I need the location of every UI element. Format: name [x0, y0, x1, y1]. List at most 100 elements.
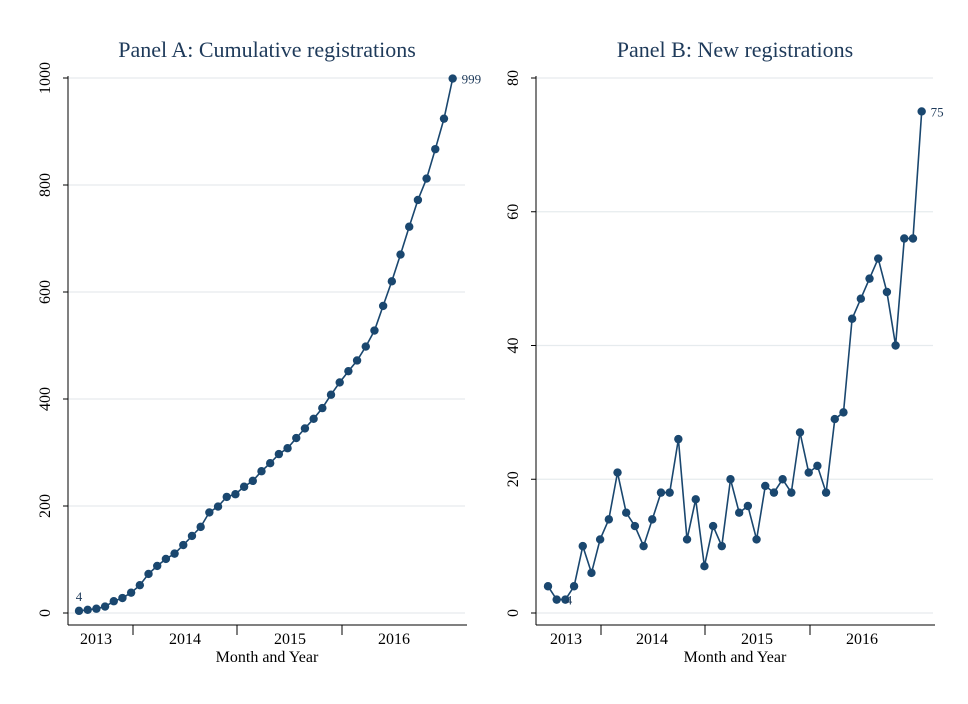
series-line — [547, 111, 923, 601]
data-point — [335, 378, 344, 387]
data-point — [691, 495, 700, 504]
data-point — [847, 314, 857, 323]
y-tick-label: 800 — [37, 173, 54, 197]
data-point — [74, 606, 84, 616]
data-point — [882, 287, 892, 297]
x-tick-label: 2016 — [846, 631, 878, 648]
series-line — [78, 78, 454, 612]
panel-b-new-registrations: Panel B: New registrations 0 20 40 60 80 2013… — [505, 37, 944, 666]
data-point — [543, 582, 553, 591]
data-point — [682, 535, 692, 544]
data-point — [787, 488, 796, 497]
x-tick-label: 2014 — [169, 631, 201, 648]
y-tick-label: 400 — [37, 387, 54, 411]
y-tick-label: 80 — [505, 70, 522, 86]
data-point — [300, 424, 310, 433]
data-point — [674, 434, 683, 444]
point-label: 75 — [931, 104, 944, 119]
data-point — [804, 468, 813, 477]
point-label: 4 — [566, 593, 573, 608]
data-point — [595, 535, 605, 544]
data-point — [439, 114, 449, 123]
data-point — [743, 501, 753, 511]
data-point — [222, 492, 231, 502]
data-point — [891, 341, 900, 350]
data-point — [587, 568, 596, 578]
data-point — [604, 515, 614, 524]
panel-b-series: 4 75 — [543, 104, 944, 608]
data-point — [118, 593, 127, 603]
panel-a-x-axis-title: Month and Year — [216, 649, 319, 666]
data-point — [413, 195, 423, 205]
data-point — [578, 541, 587, 551]
data-point — [569, 582, 579, 591]
data-point — [126, 588, 136, 597]
data-point — [153, 561, 162, 571]
data-point — [318, 403, 327, 413]
data-point — [283, 444, 292, 453]
data-point — [352, 356, 362, 365]
panel-a-axes: 0 200 400 600 800 1000 2013 2014 2015 2016 — [37, 62, 467, 648]
data-point — [856, 294, 866, 303]
panel-b-title: Panel B: New registrations — [617, 37, 853, 62]
data-point — [248, 476, 257, 486]
y-tick-label: 200 — [37, 494, 54, 518]
data-point — [326, 390, 336, 399]
data-point — [187, 531, 197, 541]
point-label: 4 — [76, 589, 83, 604]
y-tick-label: 600 — [37, 280, 54, 304]
data-point — [179, 540, 188, 550]
data-point — [656, 488, 666, 497]
data-point — [370, 326, 379, 335]
data-point — [700, 561, 709, 571]
x-tick-label: 2015 — [274, 631, 306, 648]
data-point — [405, 222, 414, 231]
data-point — [726, 475, 735, 484]
y-tick-label: 0 — [505, 609, 522, 617]
data-point — [292, 433, 301, 443]
data-point — [552, 595, 561, 604]
data-point — [821, 488, 831, 497]
data-point — [839, 408, 848, 417]
panel-b-x-axis-title: Month and Year — [684, 649, 787, 666]
data-point — [231, 490, 240, 499]
data-point — [92, 604, 101, 613]
data-point — [361, 342, 370, 351]
data-point — [396, 250, 405, 259]
data-point — [622, 508, 631, 517]
data-point — [752, 535, 761, 544]
x-tick-label: 2015 — [741, 631, 773, 648]
data-point — [717, 541, 726, 551]
data-point — [813, 461, 822, 471]
data-point — [769, 488, 779, 497]
data-point — [170, 549, 179, 558]
data-point — [448, 74, 457, 83]
data-point — [213, 502, 223, 511]
data-point — [161, 554, 171, 564]
panel-b-axes: 0 20 40 60 80 2013 2014 2015 2016 — [505, 70, 935, 648]
data-point — [109, 597, 118, 606]
panel-b-gridlines — [536, 77, 933, 614]
data-point — [613, 468, 622, 477]
data-point — [265, 459, 275, 468]
data-point — [144, 569, 153, 579]
data-point — [900, 234, 909, 243]
data-point — [630, 521, 640, 531]
data-point — [100, 602, 110, 611]
y-tick-label: 40 — [505, 338, 522, 354]
data-point — [196, 522, 205, 532]
data-point — [309, 414, 318, 423]
data-point — [874, 254, 883, 263]
data-point — [344, 366, 353, 376]
point-label: 999 — [462, 72, 482, 87]
data-point — [708, 521, 718, 531]
y-tick-label: 1000 — [37, 62, 54, 94]
data-point — [665, 488, 674, 497]
panel-a-title: Panel A: Cumulative registrations — [118, 37, 416, 62]
x-tick-label: 2013 — [80, 631, 112, 648]
y-tick-label: 60 — [505, 204, 522, 220]
data-point — [830, 414, 839, 424]
y-tick-label: 20 — [505, 471, 522, 487]
data-point — [917, 107, 926, 116]
